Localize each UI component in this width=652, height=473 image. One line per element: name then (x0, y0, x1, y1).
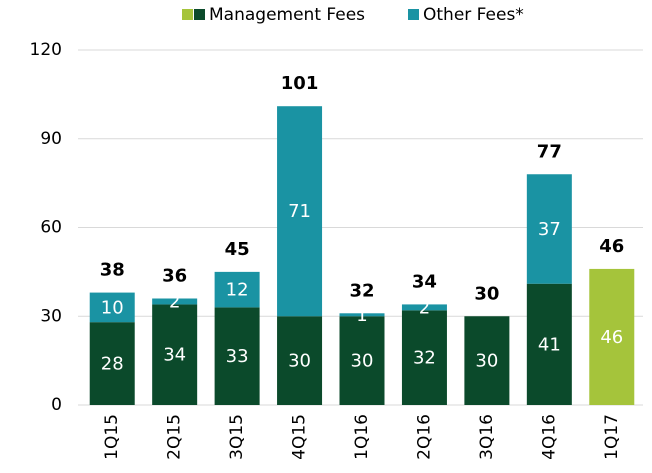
segment-label: 2 (169, 291, 180, 312)
total-label: 45 (225, 239, 250, 260)
x-tick-label: 4Q15 (290, 414, 310, 460)
segment-label: 41 (538, 334, 561, 355)
bar-segment (339, 313, 385, 317)
bar-segment (89, 322, 135, 405)
bar-segment (526, 283, 572, 405)
total-label: 32 (349, 280, 374, 301)
legend-label: Management Fees (209, 5, 365, 25)
legend-swatch (182, 9, 193, 20)
bar-segment (464, 316, 510, 405)
segment-label: 46 (600, 327, 623, 348)
total-label: 101 (281, 73, 319, 94)
bar-segment (277, 106, 323, 317)
segment-label: 28 (101, 354, 124, 375)
segment-label: 71 (288, 201, 311, 222)
bar-segment (526, 174, 572, 284)
bar-segment (339, 316, 385, 405)
y-tick-label: 30 (40, 306, 62, 326)
legend-swatch (408, 9, 419, 20)
bar-segment (152, 298, 198, 305)
x-tick-label: 2Q15 (165, 414, 185, 460)
segment-label: 37 (538, 219, 561, 240)
bar-segment (89, 292, 135, 323)
x-tick-label: 1Q16 (352, 414, 372, 460)
segment-label: 10 (101, 297, 124, 318)
x-tick-label: 3Q15 (227, 414, 247, 460)
total-label: 36 (162, 266, 187, 287)
y-tick-label: 0 (51, 395, 62, 415)
total-label: 30 (474, 283, 499, 304)
bar-segment (589, 268, 635, 405)
x-tick-label: 1Q17 (602, 414, 622, 460)
bar-segment (401, 304, 447, 311)
total-label: 77 (537, 141, 562, 162)
bar-segment (214, 271, 260, 308)
legend-label: Other Fees* (423, 5, 524, 25)
x-tick-label: 3Q16 (477, 414, 497, 460)
segment-label: 32 (413, 348, 436, 369)
bar-segment (401, 310, 447, 405)
y-tick-label: 120 (30, 40, 62, 60)
y-tick-label: 60 (40, 218, 62, 238)
total-label: 34 (412, 271, 437, 292)
segment-label: 1 (356, 305, 367, 326)
segment-label: 33 (226, 346, 249, 367)
x-tick-label: 1Q15 (102, 414, 122, 460)
x-tick-label: 2Q16 (414, 414, 434, 460)
segment-label: 30 (475, 351, 498, 372)
segment-label: 2 (419, 297, 430, 318)
bar-segment (277, 316, 323, 405)
bar-segment (214, 307, 260, 405)
total-label: 46 (599, 236, 624, 257)
total-label: 38 (100, 260, 125, 281)
y-tick-label: 90 (40, 129, 62, 149)
x-tick-label: 4Q16 (539, 414, 559, 460)
segment-label: 12 (226, 280, 249, 301)
legend-swatch (194, 9, 205, 20)
segment-label: 30 (351, 351, 374, 372)
segment-label: 34 (163, 345, 186, 366)
bar-segment (152, 304, 198, 405)
segment-label: 30 (288, 351, 311, 372)
